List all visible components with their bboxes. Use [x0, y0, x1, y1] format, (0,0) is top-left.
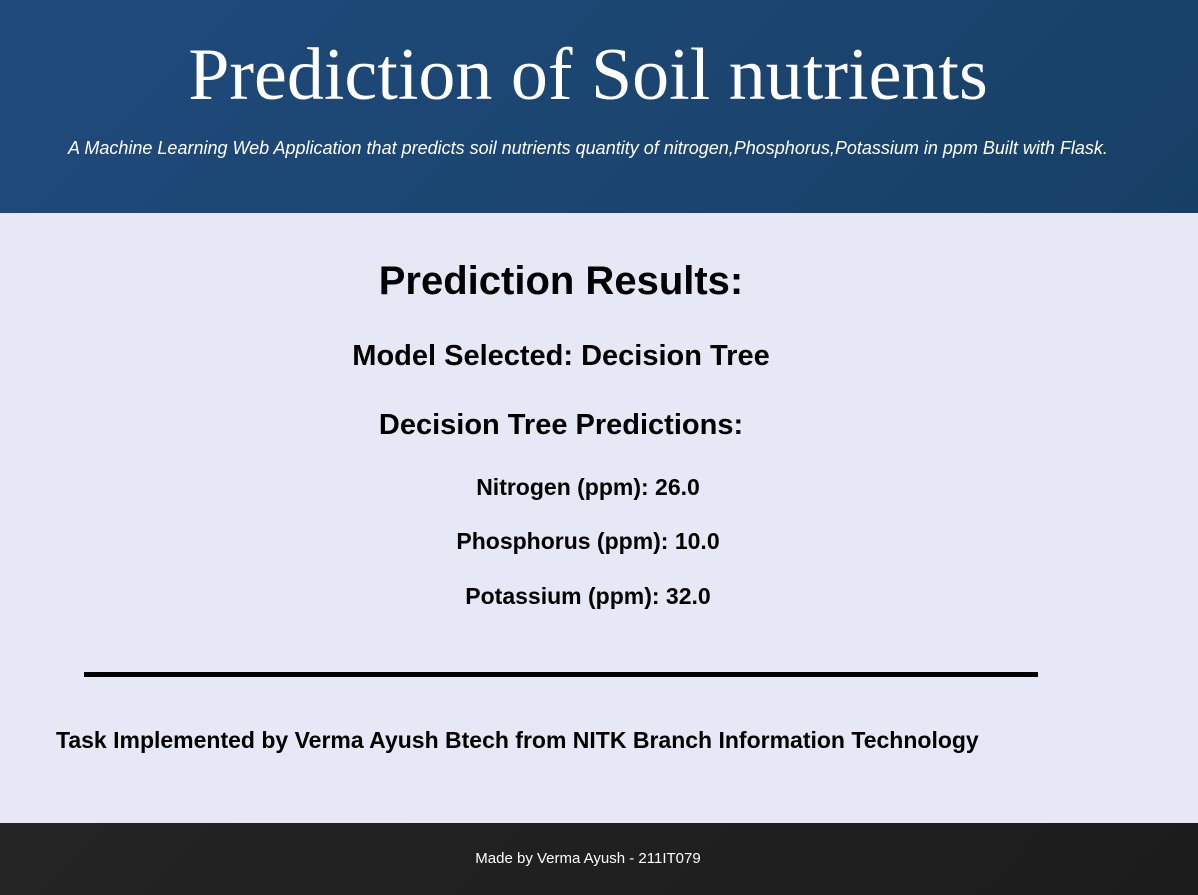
credit-text: Task Implemented by Verma Ayush Btech fr…: [56, 727, 979, 753]
page-header: Prediction of Soil nutrients A Machine L…: [0, 0, 1198, 213]
main-content: Prediction Results: Model Selected: Deci…: [0, 213, 1198, 823]
site-subtitle: A Machine Learning Web Application that …: [68, 138, 1108, 158]
phosphorus-result: Phosphorus (ppm): 10.0: [456, 528, 720, 554]
page-footer: Made by Verma Ayush - 211IT079: [0, 823, 1198, 895]
footer-text: Made by Verma Ayush - 211IT079: [475, 850, 701, 867]
potassium-result: Potassium (ppm): 32.0: [465, 583, 711, 609]
model-selected-label: Model Selected: Decision Tree: [352, 340, 770, 372]
horizontal-divider: [84, 672, 1038, 677]
nitrogen-result: Nitrogen (ppm): 26.0: [476, 474, 700, 500]
prediction-results-heading: Prediction Results:: [378, 259, 744, 303]
site-title: Prediction of Soil nutrients: [188, 34, 988, 116]
predictions-heading: Decision Tree Predictions:: [378, 409, 744, 441]
